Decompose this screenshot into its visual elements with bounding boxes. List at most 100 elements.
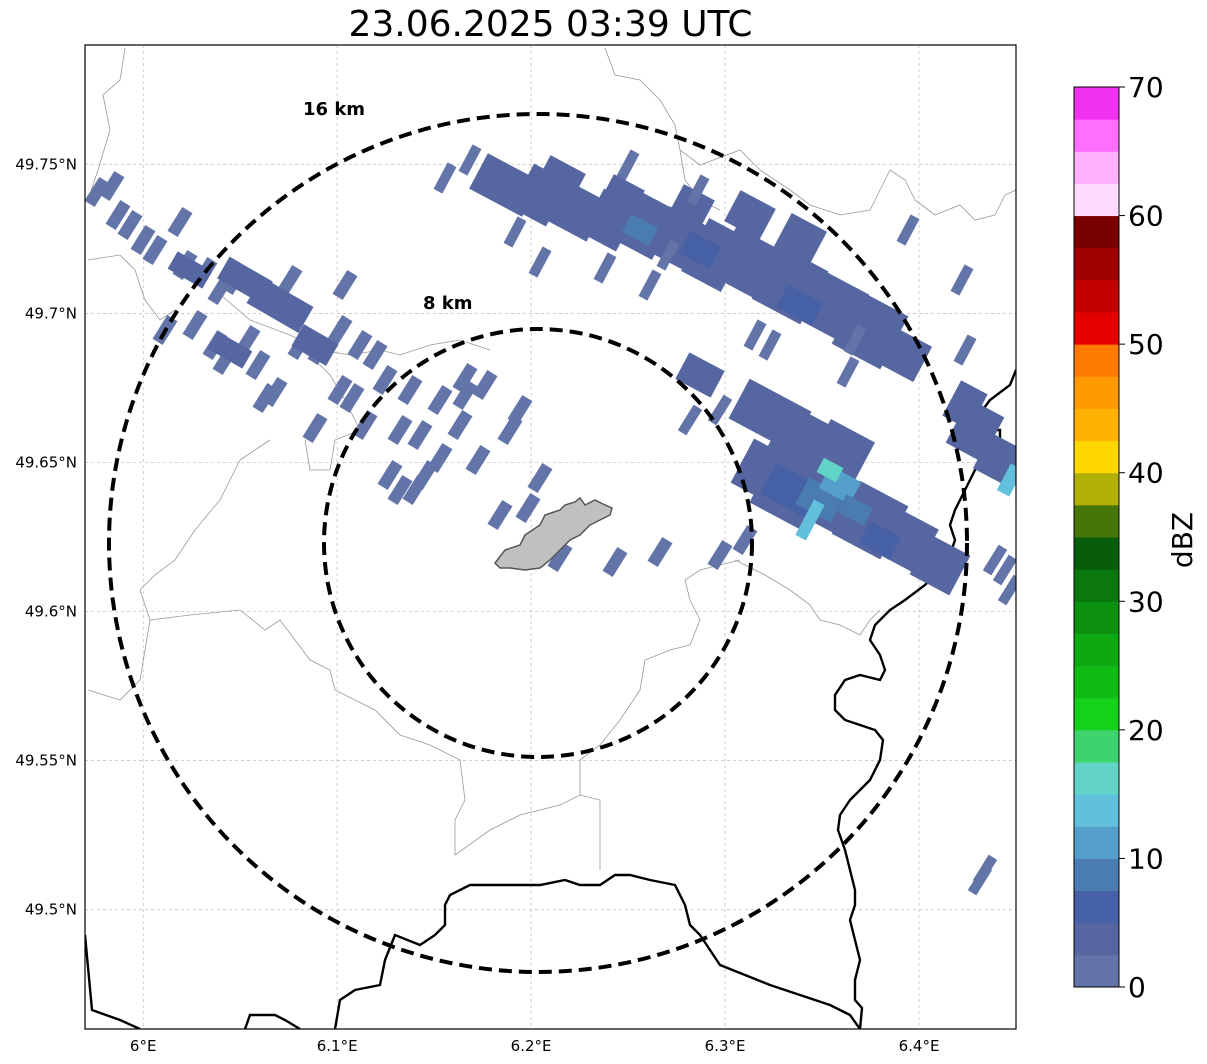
lon-tick-label: 6.3°E [705, 1037, 746, 1055]
echo-cell [130, 224, 156, 256]
echo-cell [105, 199, 131, 231]
echo-cell [99, 170, 125, 202]
echo-cell [656, 239, 680, 271]
echo-cell [675, 352, 725, 398]
lon-tick-label: 6°E [130, 1037, 157, 1055]
echo-cell [515, 492, 541, 524]
echo-cell [950, 264, 974, 296]
echo-cell [795, 499, 825, 541]
lon-tick-label: 6.4°E [899, 1037, 940, 1055]
echo-cell [458, 144, 482, 176]
echo-cell [686, 174, 710, 206]
echo-cell [387, 474, 413, 506]
echo-cell [858, 520, 902, 560]
echo-cell [472, 369, 498, 401]
echo-cell [836, 356, 860, 388]
echo-cell [407, 419, 433, 451]
lat-tick-label: 49.5°N [25, 901, 77, 919]
ring-label-8km: 8 km [423, 293, 473, 314]
map-frame [84, 44, 1017, 1030]
echo-cell [302, 412, 328, 444]
lat-tick-label: 49.55°N [15, 752, 77, 770]
echo-cell [547, 541, 573, 573]
radar-echoes [85, 144, 1016, 896]
lat-tick-label: 49.7°N [25, 304, 77, 322]
echo-cell [982, 544, 1008, 576]
echo-cell [638, 269, 662, 301]
echo-cell [843, 324, 867, 356]
echo-cell [452, 379, 478, 411]
city-area [494, 496, 613, 571]
echo-cell [593, 252, 617, 284]
echo-cell [665, 184, 715, 236]
map-title: 23.06.2025 03:39 UTC [348, 4, 753, 45]
admin-boundary [304, 359, 361, 471]
echo-cell [262, 376, 288, 408]
echo-cell [85, 176, 110, 208]
echo-cell [507, 394, 533, 426]
echo-cell [707, 539, 733, 571]
echo-cell [207, 331, 253, 369]
admin-boundary [214, 289, 491, 356]
lon-tick-label: 6.2°E [511, 1037, 552, 1055]
echo-cell [327, 374, 353, 406]
echo-cell [534, 155, 586, 205]
echo-cell [327, 314, 353, 346]
echo-cell [595, 174, 645, 226]
echo-cell [447, 409, 473, 441]
echo-cell [352, 409, 378, 441]
echo-cell [487, 499, 513, 531]
admin-boundaries [87, 47, 1016, 870]
axis-ticks: 6°E 6.1°E 6.2°E 6.3°E 6.4°E 49.5°N 49.55°N 49.6… [15, 155, 939, 1055]
echo-cell [996, 463, 1016, 497]
echo-cell [167, 206, 193, 238]
echo-cell [677, 404, 703, 436]
echo-cell [972, 854, 998, 886]
echo-cell [527, 462, 553, 494]
echo-cell [896, 214, 920, 246]
echo-cell [602, 546, 628, 578]
echo-cell [743, 319, 767, 351]
lon-tick-label: 6.1°E [317, 1037, 358, 1055]
echo-cell [776, 284, 824, 326]
echo-cell [347, 329, 373, 361]
echo-cell [795, 477, 845, 523]
range-ring-8km [322, 327, 754, 759]
range-ring-16km [107, 112, 969, 974]
echo-cell [942, 380, 988, 430]
echo-cell [117, 209, 143, 241]
border-line [243, 1013, 301, 1029]
echo-cell [758, 329, 782, 361]
echo-cell [837, 494, 873, 526]
lat-tick-label: 49.75°N [15, 155, 77, 173]
echo-cell [945, 398, 1005, 462]
echo-cell [616, 149, 640, 181]
echo-cell [452, 362, 478, 394]
admin-boundary [87, 439, 271, 701]
echo-cell [433, 162, 457, 194]
echo-cell [387, 414, 413, 446]
echo-cell [277, 264, 303, 296]
echo-cell [953, 334, 977, 366]
echo-cell [622, 214, 658, 246]
admin-boundary [149, 609, 601, 870]
border-line [333, 873, 861, 1029]
echo-cell [372, 364, 398, 396]
echo-cell [816, 457, 844, 483]
echo-cell [182, 309, 208, 341]
echo-cell [647, 536, 673, 568]
echo-cell [724, 190, 776, 240]
admin-boundary [734, 559, 881, 636]
admin-boundary [579, 559, 741, 795]
echo-cell [362, 339, 388, 371]
echo-cell [909, 534, 971, 596]
echo-cell [678, 230, 722, 270]
echo-cell [402, 474, 428, 506]
echo-cell [339, 382, 365, 414]
echo-cell [245, 349, 271, 381]
ring-label-16km: 16 km [303, 99, 365, 120]
lat-tick-label: 49.6°N [25, 603, 77, 621]
admin-boundary [87, 47, 126, 201]
border-line [85, 934, 141, 1029]
